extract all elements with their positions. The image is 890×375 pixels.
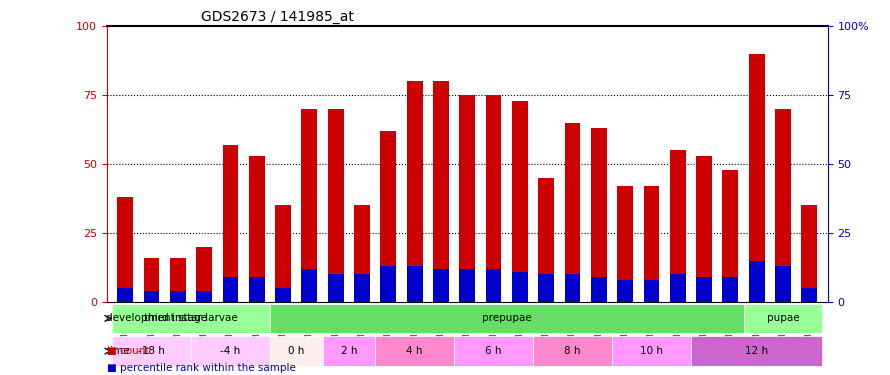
Bar [748,54,765,302]
Bar [170,291,186,302]
Bar [643,186,659,302]
FancyBboxPatch shape [112,304,270,333]
Bar [591,277,607,302]
Bar [538,178,554,302]
Text: 4 h: 4 h [407,346,423,356]
FancyBboxPatch shape [376,336,454,366]
Bar [143,258,159,302]
Bar [117,288,134,302]
Bar [748,261,765,302]
Bar [197,247,212,302]
FancyBboxPatch shape [691,336,822,366]
Bar [801,206,817,302]
Bar [643,280,659,302]
Bar [723,170,738,302]
Bar [696,277,712,302]
Bar [564,123,580,302]
FancyBboxPatch shape [191,336,270,366]
Text: 2 h: 2 h [341,346,357,356]
Text: development stage: development stage [106,314,207,323]
Text: ■ percentile rank within the sample: ■ percentile rank within the sample [107,363,295,373]
Bar [775,109,791,302]
Bar [591,128,607,302]
Text: third instar larvae: third instar larvae [144,314,238,323]
Text: 6 h: 6 h [485,346,502,356]
Bar [486,269,501,302]
Bar [380,131,396,302]
Bar [328,274,344,302]
FancyBboxPatch shape [454,336,533,366]
Bar [564,274,580,302]
Text: ■ count: ■ count [107,346,150,356]
Bar [670,274,685,302]
FancyBboxPatch shape [612,336,691,366]
FancyBboxPatch shape [533,336,612,366]
Bar [512,272,528,302]
Bar [249,156,264,302]
Bar [618,280,633,302]
Bar [302,109,317,302]
Text: 10 h: 10 h [640,346,663,356]
Bar [407,266,423,302]
Text: -18 h: -18 h [138,346,165,356]
Bar [618,186,633,302]
Bar [249,277,264,302]
Bar [670,150,685,302]
Bar [143,291,159,302]
Text: 0 h: 0 h [288,346,304,356]
FancyBboxPatch shape [112,336,191,366]
Bar [275,206,291,302]
Text: 8 h: 8 h [564,346,581,356]
Bar [222,277,239,302]
Bar [433,81,449,302]
Bar [170,258,186,302]
Bar [538,274,554,302]
Text: GDS2673 / 141985_at: GDS2673 / 141985_at [200,10,353,24]
Bar [459,95,475,302]
FancyBboxPatch shape [743,304,822,333]
FancyBboxPatch shape [270,304,743,333]
Bar [433,269,449,302]
FancyBboxPatch shape [270,336,322,366]
Text: prepupae: prepupae [481,314,531,323]
Bar [380,266,396,302]
FancyBboxPatch shape [322,336,376,366]
Bar [459,269,475,302]
Bar [696,156,712,302]
Bar [723,277,738,302]
Bar [354,206,370,302]
Bar [302,269,317,302]
Bar [328,109,344,302]
Bar [197,291,212,302]
Bar [407,81,423,302]
Bar [775,266,791,302]
Bar [222,145,239,302]
Text: -4 h: -4 h [221,346,240,356]
Bar [801,288,817,302]
Text: time: time [106,346,130,356]
Bar [354,274,370,302]
Bar [275,288,291,302]
Bar [512,101,528,302]
Bar [117,197,134,302]
Text: 12 h: 12 h [745,346,768,356]
Bar [486,95,501,302]
Text: pupae: pupae [766,314,799,323]
